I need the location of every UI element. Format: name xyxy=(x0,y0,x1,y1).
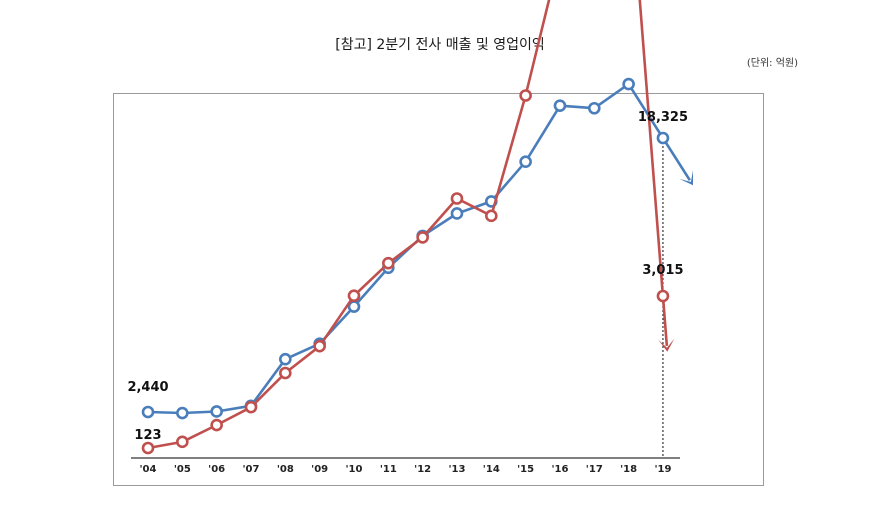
x-tick-label: '19 xyxy=(654,464,671,475)
data-point xyxy=(141,405,155,419)
chart-title: [참고] 2분기 전사 매출 및 영업이익 xyxy=(335,37,545,53)
data-point xyxy=(519,89,532,102)
x-tick-label: '12 xyxy=(414,464,431,475)
x-tick-label: '04 xyxy=(140,464,157,475)
data-point xyxy=(347,289,361,303)
x-tick-label: '17 xyxy=(586,464,603,475)
series-line xyxy=(147,82,664,415)
x-tick-label: '16 xyxy=(551,464,568,475)
data-point xyxy=(279,352,292,366)
data-label: 3,015 xyxy=(642,263,683,278)
x-tick-label: '08 xyxy=(277,464,294,475)
data-label: 123 xyxy=(134,428,161,443)
x-tick-label: '09 xyxy=(311,464,328,475)
data-point xyxy=(176,406,189,420)
x-tick-label: '05 xyxy=(174,464,191,475)
data-point xyxy=(587,101,601,115)
x-tick-label: '18 xyxy=(620,464,637,475)
series-layer xyxy=(141,0,693,455)
data-label: 2,440 xyxy=(127,380,168,395)
data-point xyxy=(553,99,567,112)
data-point xyxy=(382,256,395,270)
x-tick-label: '13 xyxy=(448,464,465,475)
x-tick-label: '14 xyxy=(483,464,500,475)
data-point xyxy=(622,77,635,91)
data-point xyxy=(279,366,292,380)
x-tick-label: '11 xyxy=(380,464,397,475)
series-arrow-shaft xyxy=(661,295,669,346)
data-point xyxy=(313,339,326,353)
x-tick-label: '10 xyxy=(345,464,362,475)
data-label: 18,325 xyxy=(638,110,688,125)
x-tick-label: '06 xyxy=(208,464,225,475)
data-point xyxy=(210,418,223,432)
data-point xyxy=(450,207,464,220)
data-point xyxy=(210,405,223,418)
data-point xyxy=(176,435,189,449)
label-layer: 2,440 123 18,325 3,015 xyxy=(127,110,688,443)
series-arrow-head xyxy=(658,338,675,352)
data-point xyxy=(416,231,429,244)
data-point xyxy=(244,400,258,414)
data-point xyxy=(656,289,670,303)
data-point xyxy=(656,131,670,145)
data-point xyxy=(141,441,155,455)
data-point xyxy=(484,209,498,223)
unit-note: (단위: 억원) xyxy=(746,58,798,69)
x-tick-label: '15 xyxy=(517,464,534,475)
series-arrow-shaft xyxy=(661,137,691,181)
series-arrow-head xyxy=(679,170,693,186)
data-point xyxy=(519,155,532,169)
chart-frame xyxy=(113,93,764,486)
x-tick-label: '07 xyxy=(242,464,259,475)
data-point xyxy=(450,192,464,205)
series-line xyxy=(147,0,665,450)
